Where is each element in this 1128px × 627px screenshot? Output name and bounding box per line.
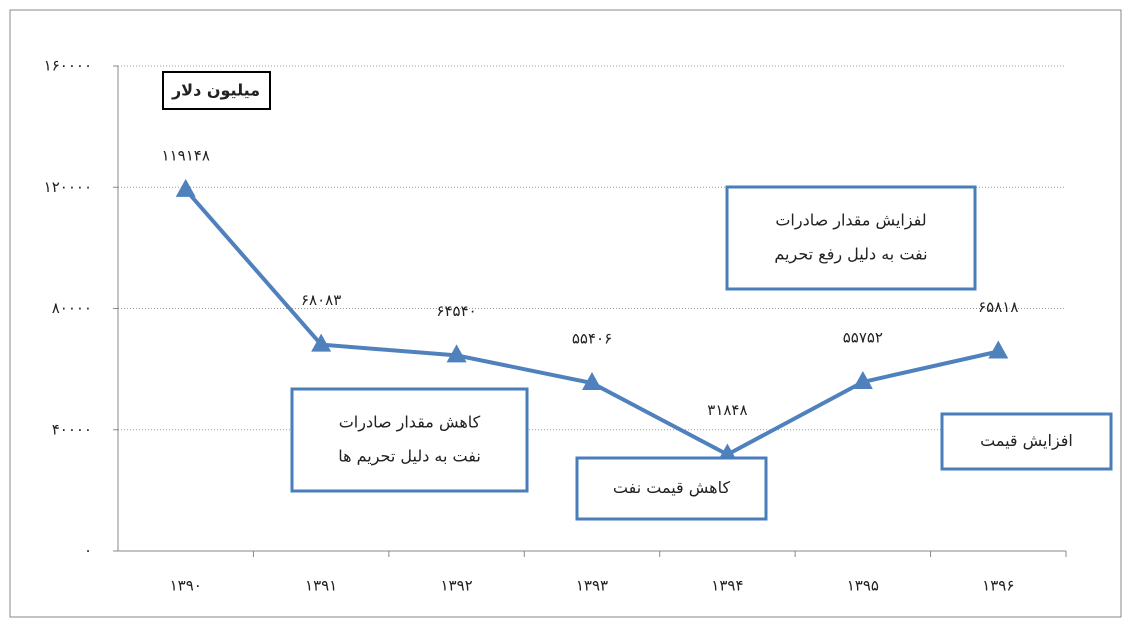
point [175,178,196,197]
data-label: ۳۱۸۴۸ [707,401,747,419]
data-label: ۶۵۸۱۸ [978,298,1018,316]
y-tick-label: ۴۰۰۰۰ [52,420,92,438]
y-tick-label: ۱۲۰۰۰۰ [44,178,92,196]
annotation-box [940,412,1113,471]
data-label: ۶۴۵۴۰ [436,302,476,320]
x-tick-label: ۱۳۹۰ [170,577,202,595]
annotation-text: کاهش مقدار صادرات [339,413,481,433]
annotation-box [290,387,529,493]
annotation-box [725,185,977,291]
annotation-box [575,456,768,521]
y-tick-label: ۰ [84,542,92,560]
point [988,340,1009,359]
point [582,372,602,391]
data-label: ۶۸۰۸۳ [301,291,341,309]
unit-box [162,71,271,110]
data-label: ۵۵۷۵۲ [843,329,883,347]
data-label: ۵۵۴۰۶ [572,330,612,348]
x-tick-label: ۱۳۹۳ [576,577,608,595]
annotation-text: لفزایش مقدار صادرات [775,211,926,231]
annotation-text: کاهش قیمت نفت [613,478,731,498]
x-tick-label: ۱۳۹۱ [305,577,337,595]
point [446,344,467,363]
point [852,371,873,390]
chart-frame [9,9,1122,618]
x-tick-label: ۱۳۹۲ [440,577,472,595]
y-tick-label: ۱۶۰۰۰۰ [44,57,92,75]
x-tick-label: ۱۳۹۶ [982,577,1014,595]
annotation-text: افزایش قیمت [980,431,1073,451]
x-tick-label: ۱۳۹۴ [711,577,743,595]
point [311,333,332,352]
x-tick-label: ۱۳۹۵ [847,577,879,595]
data-label: ۱۱۹۱۴۸ [162,146,210,164]
unit-label: میلیون دلار [171,81,260,100]
y-tick-label: ۸۰۰۰۰ [52,299,92,317]
annotation-text: نفت به دلیل رفع تحریم [774,245,927,265]
annotation-text: نفت به دلیل تحریم ها [338,447,481,467]
